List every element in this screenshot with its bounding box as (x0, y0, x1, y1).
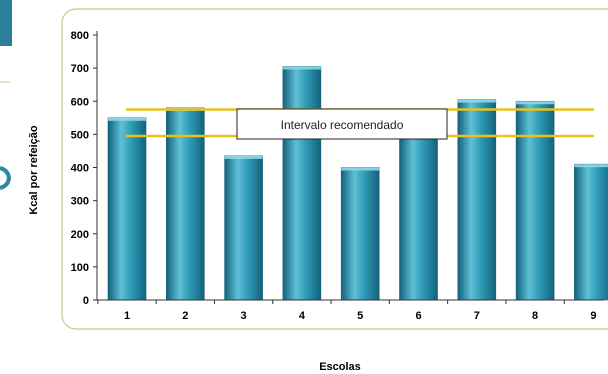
y-tick-label: 100 (71, 262, 89, 274)
bar (457, 99, 497, 301)
y-tick-label: 200 (71, 229, 89, 241)
x-tick-label: 6 (415, 310, 421, 322)
bar-7 (457, 99, 497, 301)
bar-3 (224, 155, 263, 301)
bar (107, 117, 147, 301)
bar (166, 107, 205, 301)
bar-4 (282, 66, 322, 301)
bar (224, 155, 263, 301)
bar-5 (340, 167, 380, 301)
bar-8 (515, 100, 555, 301)
bar (574, 163, 608, 301)
bar-top-highlight (108, 117, 146, 121)
x-tick-label: 7 (474, 310, 480, 322)
bar-top-highlight (224, 155, 263, 159)
x-tick-label: 4 (299, 310, 306, 322)
bar-1 (107, 117, 147, 301)
y-tick-label: 0 (83, 295, 89, 307)
bar (340, 167, 380, 301)
x-axis: 1 2 3 4 5 6 7 8 9 (97, 299, 604, 322)
x-tick-label: 2 (182, 310, 188, 322)
bar (515, 100, 555, 301)
y-tick-label: 700 (71, 63, 89, 75)
bar-top-highlight (457, 99, 496, 103)
bar-top-highlight (341, 167, 380, 171)
bar (399, 119, 438, 301)
bar-9 (574, 163, 608, 301)
x-tick-label: 5 (357, 310, 363, 322)
y-tick-label: 500 (71, 129, 89, 141)
y-tick-label: 800 (71, 30, 89, 42)
x-tick-label: 8 (532, 310, 538, 322)
x-tick-label: 9 (590, 310, 596, 322)
left-edge-decoration (0, 0, 12, 46)
y-tick-label: 600 (71, 96, 89, 108)
x-axis-title: Escolas (319, 361, 361, 373)
x-tick-label: 1 (124, 310, 130, 322)
y-tick-label: 300 (71, 196, 89, 208)
left-edge-glyph (0, 166, 12, 190)
bar-top-highlight (516, 101, 555, 105)
y-axis: 0 100 200 300 400 500 600 700 800 (71, 30, 98, 307)
y-axis-title: Kcal por refeição (28, 125, 40, 215)
bar-top-highlight (574, 164, 608, 168)
bar-6 (399, 119, 438, 301)
bar (282, 66, 322, 301)
x-tick-label: 3 (241, 310, 247, 322)
bar-top-highlight (282, 66, 321, 70)
y-tick-label: 400 (71, 163, 89, 175)
bars (107, 66, 608, 301)
annotation-box: Intervalo recomendado (236, 108, 448, 140)
annotation-label: Intervalo recomendado (281, 118, 404, 132)
